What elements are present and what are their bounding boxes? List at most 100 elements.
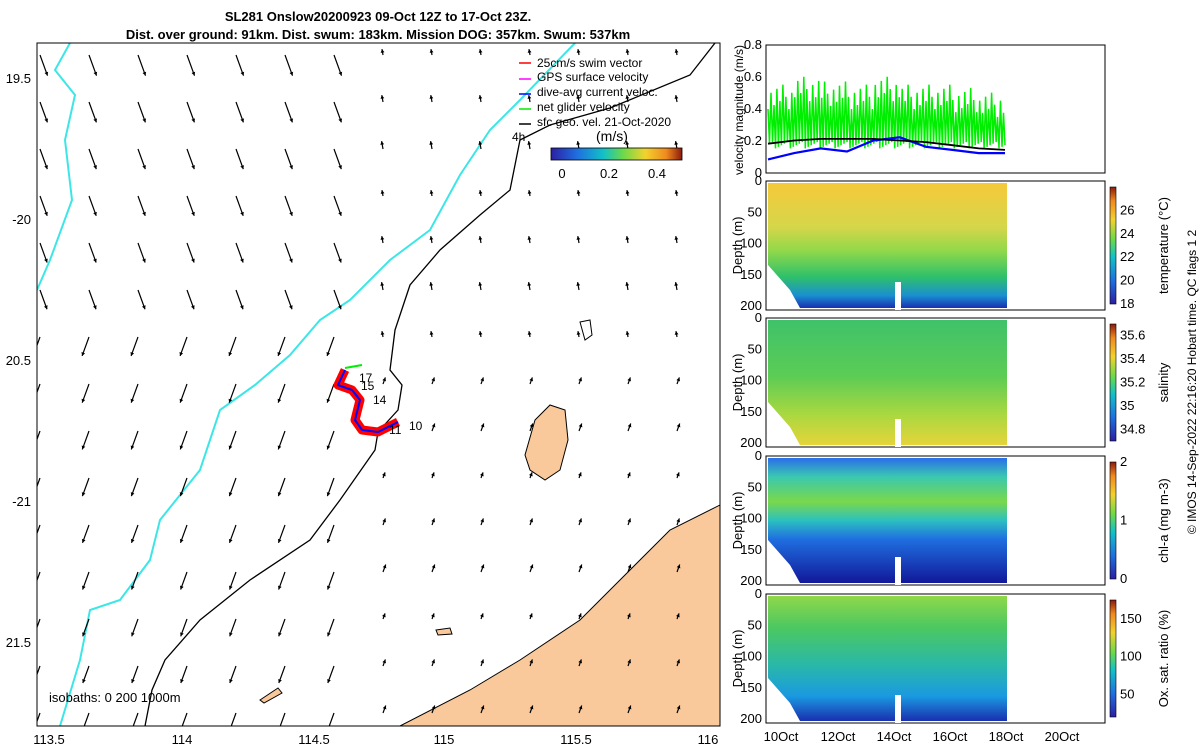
sfc-vector-head-20 [338, 118, 343, 123]
colorbar-tick-1: 0.2 [600, 166, 618, 181]
sfc-vector-head-35 [380, 141, 385, 145]
sfc-vector-head-188 [327, 679, 331, 684]
sfc-vector-head-127 [81, 492, 86, 497]
sfc-vector-arrow-17 [186, 101, 195, 123]
sfc-vector-arrow-32 [235, 148, 244, 170]
sfc-vector-head-104 [326, 398, 331, 403]
legend-net: net glider velocity [537, 100, 630, 114]
sfc-vector-head-181 [676, 613, 680, 618]
sfc-vector-head-117 [277, 445, 282, 450]
sfc-vector-arrow-33 [284, 148, 293, 170]
sfc-vector-head-147 [382, 518, 386, 523]
sfc-vector-head-179 [578, 613, 582, 618]
sec-xtick-14oct: 14Oct [877, 729, 912, 744]
colorbar-label-salinity: salinity [1156, 362, 1171, 402]
sfc-vector-head-186 [229, 679, 233, 684]
sfc-vector-head-95 [576, 331, 581, 335]
colorbar-tick-chl-0: 0 [1120, 571, 1127, 586]
sfc-vector-head-53 [576, 190, 581, 194]
sfc-vector-head-183 [82, 679, 86, 684]
sfc-vector-arrow-47 [284, 195, 293, 217]
velocity-panel: 0.8 0.6 0.4 0.2 0 velocity magnitude (m/… [732, 37, 1106, 180]
sfc-vector-head-168 [33, 632, 37, 636]
colorbar-tick-oxygen-0: 50 [1120, 686, 1134, 701]
sfc-vector-head-196 [33, 726, 37, 730]
sfc-vector-head-114 [130, 445, 135, 450]
colorbar-label-oxygen: Ox. sat. ratio (%) [1156, 610, 1171, 708]
section-field-chl [768, 458, 1007, 583]
sfc-vector-head-173 [278, 632, 282, 637]
sfc-vector-head-58 [142, 258, 146, 263]
sfc-vector-head-65 [478, 236, 483, 240]
net-velocity-segment [344, 364, 363, 369]
sfc-vector-head-159 [278, 585, 282, 590]
title-line-2: Dist. over ground: 91km. Dist. swum: 183… [126, 27, 630, 42]
sfc-vector-arrow-84 [37, 336, 41, 347]
sfc-vector-arrow-112 [37, 430, 41, 441]
colorbar-tick-temperature-2: 22 [1120, 249, 1134, 264]
sfc-vector-arrow-201 [279, 712, 286, 726]
vel-ytick-06: 0.6 [744, 69, 762, 84]
sfc-vector-arrow-30 [137, 148, 146, 170]
sfc-vector-head-86 [130, 352, 135, 356]
sfc-vector-head-34 [338, 165, 342, 170]
sfc-vector-arrow-197 [83, 712, 90, 726]
sfc-vector-head-142 [130, 538, 135, 543]
sfc-vector-head-132 [326, 492, 331, 497]
sfc-vector-head-154 [33, 586, 37, 590]
sfc-vector-head-42 [44, 211, 48, 216]
sfc-vector-head-61 [289, 258, 293, 263]
sfc-vector-head-100 [130, 398, 135, 403]
sfc-vector-head-106 [431, 377, 435, 382]
section-ytick-chl-4: 200 [740, 573, 762, 588]
sfc-vector-head-126 [33, 492, 37, 496]
sfc-vector-head-157 [180, 585, 184, 590]
map-panel: 17 15 14 11 10 25cm/s swim vector GPS su… [6, 42, 721, 747]
sfc-vector-head-24 [527, 95, 532, 99]
sfc-vector-arrow-140 [37, 524, 41, 535]
sfc-vector-head-109 [578, 377, 582, 382]
isobath-200 [144, 43, 716, 726]
sfc-vector-head-170 [131, 632, 135, 637]
sfc-vector-head-85 [81, 352, 86, 356]
sfc-vector-head-180 [627, 613, 631, 618]
sec-xtick-16oct: 16Oct [933, 729, 968, 744]
section-field-temperature [768, 183, 1007, 308]
section-ytick-oxygen-3: 150 [740, 680, 762, 695]
sfc-vector-head-164 [529, 564, 534, 569]
sfc-vector-head-163 [480, 564, 485, 569]
sfc-vector-head-135 [480, 472, 484, 477]
sfc-vector-head-91 [380, 331, 385, 335]
map-frame [36, 42, 721, 727]
sfc-vector-head-158 [229, 585, 233, 590]
sfc-vector-head-123 [578, 423, 583, 428]
speed-colorbar [550, 147, 683, 161]
sfc-vector-arrow-15 [88, 101, 97, 123]
section-field-salinity [768, 320, 1007, 445]
isobath-label: isobaths: 0 200 1000m [49, 690, 181, 705]
sfc-vector-head-21 [380, 95, 385, 99]
sfc-vector-head-38 [527, 141, 532, 145]
sfc-vector-arrow-19 [284, 101, 293, 123]
section-ytick-temperature-0: 0 [755, 173, 762, 188]
section-ytick-salinity-3: 150 [740, 404, 762, 419]
section-gap-oxygen [895, 695, 901, 723]
sfc-vector-head-175 [382, 613, 386, 618]
sfc-vector-head-97 [674, 331, 679, 335]
sfc-vector-head-2 [142, 71, 147, 76]
sfc-vector-head-67 [576, 236, 581, 240]
sfc-vector-head-17 [191, 118, 196, 123]
sfc-vector-head-191 [480, 659, 484, 664]
sfc-vector-head-22 [429, 95, 434, 99]
sfc-vector-head-193 [578, 659, 582, 664]
map-xtick-6: 116 [698, 732, 719, 747]
sfc-vector-head-153 [676, 518, 680, 523]
sfc-vector-head-145 [277, 538, 282, 543]
sfc-vector-head-51 [478, 190, 483, 194]
sfc-vector-head-118 [326, 445, 331, 450]
sfc-vector-head-136 [529, 472, 533, 477]
sfc-vector-arrow-45 [186, 195, 195, 217]
sfc-vector-head-64 [429, 236, 434, 240]
sfc-vector-head-5 [289, 71, 294, 76]
